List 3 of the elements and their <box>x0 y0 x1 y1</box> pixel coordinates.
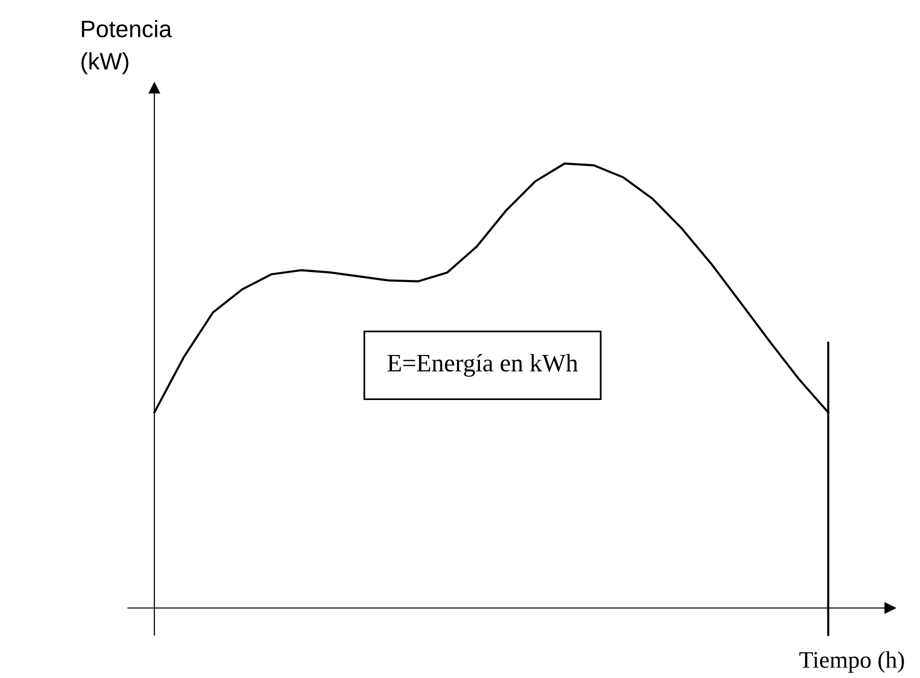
annotation: E=Energía en kWh <box>388 354 578 377</box>
x-axis-title: Tiempo (h) <box>799 651 904 673</box>
y-axis-title: Potencia (kW) <box>81 20 172 74</box>
